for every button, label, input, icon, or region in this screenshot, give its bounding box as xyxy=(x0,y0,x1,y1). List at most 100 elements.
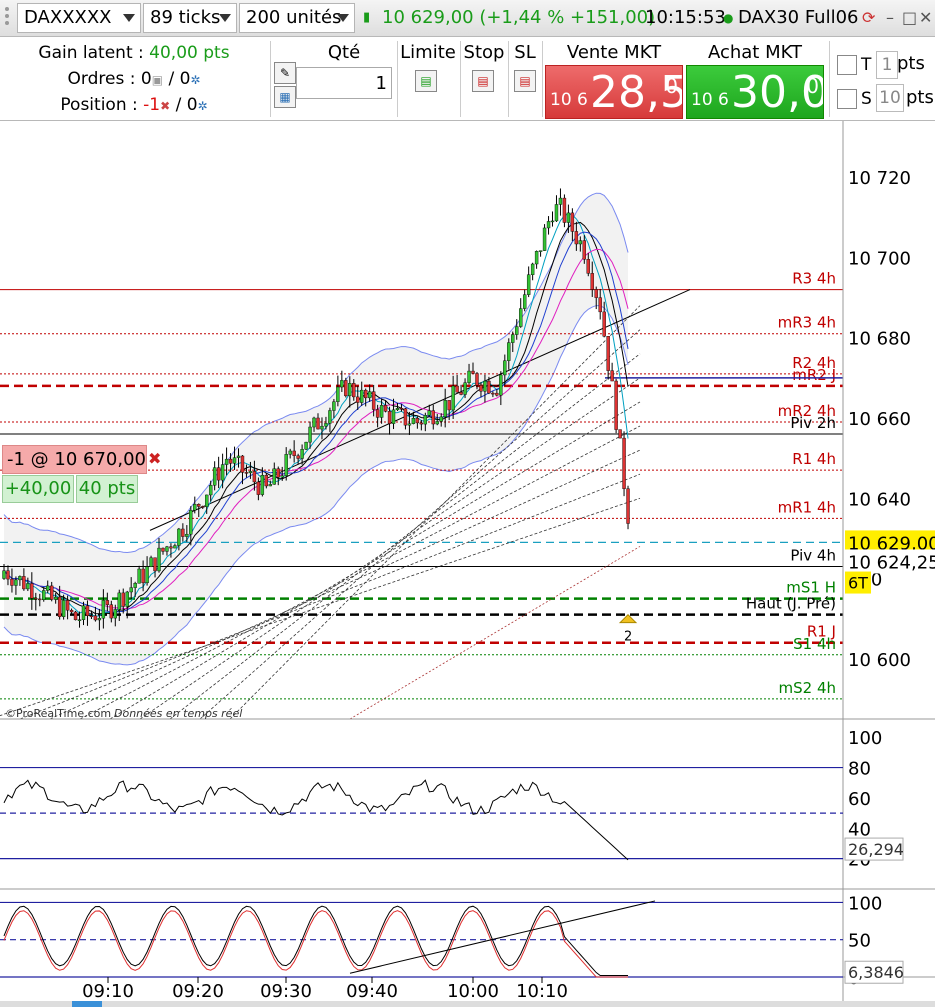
candle-body xyxy=(6,570,10,580)
wrench-icon[interactable]: ✎ xyxy=(274,62,296,84)
candle-body xyxy=(197,504,201,507)
candle-body xyxy=(18,576,22,581)
status-dot-icon: ● xyxy=(723,11,734,25)
candle-body xyxy=(324,423,328,427)
candle-body xyxy=(546,221,551,229)
trend-line xyxy=(349,546,641,720)
close-position-icon[interactable]: ✖ xyxy=(148,449,162,468)
gain-label: Gain latent : xyxy=(38,43,144,63)
buy-market-button[interactable]: 10 6 30,0 0 xyxy=(686,65,824,119)
quantity-input[interactable] xyxy=(296,67,392,99)
candle-body xyxy=(507,342,511,361)
candle-body xyxy=(46,585,50,591)
position-label: Position : xyxy=(60,95,138,115)
candle-body xyxy=(268,484,273,487)
candle-body xyxy=(65,600,70,611)
candle-body xyxy=(208,485,213,496)
close-icon[interactable]: ✕ xyxy=(919,8,933,27)
candle-body xyxy=(49,585,54,600)
t-pts-input[interactable]: 1 xyxy=(876,51,898,79)
candle-body xyxy=(244,472,249,474)
price-tick-label: 10 700 xyxy=(848,248,911,269)
candle-body xyxy=(30,583,34,599)
candle-body xyxy=(594,289,598,298)
s-label: S xyxy=(861,89,872,109)
candle-body xyxy=(499,374,503,396)
candle-body xyxy=(328,410,332,424)
s-pts-input[interactable]: 10 xyxy=(876,84,904,112)
crosshair-tag xyxy=(845,549,935,574)
candle-body xyxy=(415,418,420,424)
drag-handle[interactable] xyxy=(3,4,13,30)
refresh-icon[interactable]: ⟳ xyxy=(862,8,876,27)
candle-body xyxy=(256,481,261,495)
candle-body xyxy=(38,598,42,601)
stop-loss-icon[interactable]: ▤ xyxy=(514,70,536,92)
level-label: R3 4h xyxy=(792,270,836,288)
candle-body xyxy=(522,294,527,309)
moving-average-line xyxy=(3,248,629,610)
square-icon[interactable]: ▣ xyxy=(151,73,164,87)
candle-body xyxy=(300,449,304,459)
minimize-icon[interactable]: – xyxy=(886,8,894,27)
candle-body xyxy=(371,391,376,410)
candle-body xyxy=(228,458,233,464)
candle-body xyxy=(582,240,587,260)
time-label: 10:10 xyxy=(516,981,568,1002)
order-panel: Gain latent : 40,00 pts Ordres : 0▣ / 0✲… xyxy=(0,37,935,121)
candle-body xyxy=(534,251,539,265)
gear-icon[interactable]: ✲ xyxy=(190,73,201,87)
fan-line xyxy=(229,305,641,720)
fan-line xyxy=(19,473,641,720)
candle-body xyxy=(610,370,614,382)
credit-label: ©ProRealTime.com xyxy=(5,707,111,720)
instrument-label: DAXXXXX xyxy=(24,7,112,28)
stop-order-icon[interactable]: ▤ xyxy=(472,70,494,92)
candle-body xyxy=(403,408,408,426)
units-select[interactable]: 200 unités xyxy=(239,3,355,33)
level-label: R1 4h xyxy=(792,450,836,468)
keypad-icon[interactable]: ▦ xyxy=(274,86,296,108)
candle-body xyxy=(308,426,312,443)
sell-market-button[interactable]: 10 6 28,5 0 xyxy=(545,65,683,119)
stop-checkbox[interactable] xyxy=(837,89,857,109)
candle-body xyxy=(570,212,575,232)
candle-body xyxy=(173,545,177,549)
close-position-icon[interactable]: ✖ xyxy=(160,99,171,113)
limit-label: Limite xyxy=(400,42,456,63)
level-label: mR3 4h xyxy=(778,314,836,332)
candle-body xyxy=(145,566,149,584)
instrument-select[interactable]: DAXXXXX xyxy=(17,3,141,33)
level-label: mS1 H xyxy=(786,579,836,597)
candle-body xyxy=(578,240,583,245)
candle-body xyxy=(519,308,523,327)
fan-line xyxy=(49,449,641,720)
gear-icon[interactable]: ✲ xyxy=(197,99,208,113)
candle-body xyxy=(220,464,225,481)
candle-body xyxy=(395,408,400,411)
moving-average-line xyxy=(3,212,629,617)
level-label: R2 4h xyxy=(792,354,836,372)
osc2-line xyxy=(3,905,629,977)
chevron-down-icon xyxy=(219,14,231,22)
candle-body xyxy=(73,611,78,621)
candle-body xyxy=(212,467,217,486)
chart-area[interactable]: R3 4h mR3 4h R2 4h mR2 J mR2 4h Piv 2h R1 4h mR… xyxy=(0,121,935,1007)
trailing-checkbox[interactable] xyxy=(837,55,857,75)
position-tag[interactable]: -1 @ 10 670,00 ✖ +40,00 40 pts xyxy=(2,445,164,505)
candle-body xyxy=(344,380,348,397)
osc2-tick: 100 xyxy=(848,893,882,914)
limit-order-icon[interactable]: ▤ xyxy=(415,70,437,92)
position-tag-label: -1 @ 10 670,00 xyxy=(2,445,147,474)
osc1-line xyxy=(3,779,629,861)
ticks-select[interactable]: 89 ticks xyxy=(143,3,237,33)
candle-body xyxy=(618,429,622,439)
candle-body xyxy=(149,557,153,567)
candle-body xyxy=(161,547,165,552)
price-tick-label: 10 660 xyxy=(848,409,911,430)
position-value: -1 xyxy=(143,95,161,115)
chevron-down-icon xyxy=(337,14,349,22)
time-label: 09:20 xyxy=(172,981,224,1002)
maximize-icon[interactable]: □ xyxy=(902,8,918,27)
